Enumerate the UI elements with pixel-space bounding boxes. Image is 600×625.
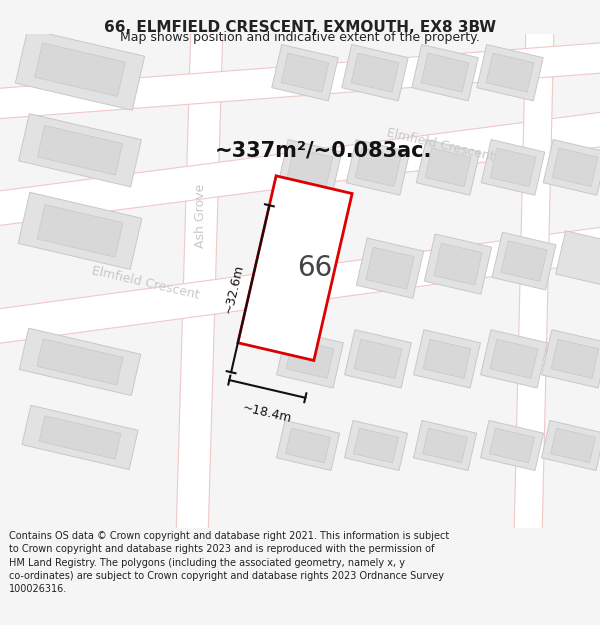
Polygon shape [490, 428, 535, 462]
Polygon shape [492, 232, 556, 290]
Polygon shape [481, 139, 545, 195]
Text: Elmfield Crescent: Elmfield Crescent [90, 264, 200, 302]
Polygon shape [425, 148, 471, 187]
Polygon shape [286, 428, 331, 462]
Polygon shape [353, 428, 398, 462]
Polygon shape [481, 329, 547, 388]
Text: ~18.4m: ~18.4m [241, 401, 293, 425]
Polygon shape [35, 43, 125, 96]
Polygon shape [481, 421, 544, 471]
Polygon shape [551, 339, 599, 378]
Polygon shape [356, 238, 424, 298]
Polygon shape [0, 110, 600, 228]
Polygon shape [344, 421, 407, 471]
Text: Ash Grove: Ash Grove [193, 184, 206, 248]
Polygon shape [541, 421, 600, 471]
Polygon shape [22, 406, 138, 469]
Polygon shape [278, 139, 342, 195]
Polygon shape [552, 148, 598, 187]
Text: 66, ELMFIELD CRESCENT, EXMOUTH, EX8 3BW: 66, ELMFIELD CRESCENT, EXMOUTH, EX8 3BW [104, 20, 496, 35]
Polygon shape [277, 329, 343, 388]
Polygon shape [551, 428, 595, 462]
Polygon shape [19, 114, 142, 187]
Polygon shape [37, 339, 123, 385]
Text: Contains OS data © Crown copyright and database right 2021. This information is : Contains OS data © Crown copyright and d… [9, 531, 449, 594]
Polygon shape [37, 204, 123, 257]
Polygon shape [16, 29, 145, 110]
Polygon shape [342, 44, 408, 101]
Polygon shape [486, 53, 534, 92]
Polygon shape [412, 44, 478, 101]
Text: 66: 66 [298, 254, 332, 282]
Text: Elmfield Crescent: Elmfield Crescent [385, 126, 495, 164]
Polygon shape [37, 126, 122, 175]
Polygon shape [366, 248, 414, 289]
Polygon shape [355, 148, 401, 187]
Polygon shape [543, 139, 600, 195]
Polygon shape [413, 421, 476, 471]
Polygon shape [39, 416, 121, 459]
Polygon shape [490, 339, 538, 378]
Polygon shape [501, 241, 547, 281]
Polygon shape [423, 339, 471, 378]
Polygon shape [514, 24, 554, 539]
Polygon shape [434, 243, 482, 285]
Polygon shape [421, 53, 469, 92]
Polygon shape [542, 329, 600, 388]
Polygon shape [281, 53, 329, 92]
Text: ~337m²/~0.083ac.: ~337m²/~0.083ac. [215, 140, 433, 160]
Polygon shape [477, 44, 543, 101]
Polygon shape [176, 24, 223, 539]
Polygon shape [277, 421, 340, 471]
Polygon shape [422, 428, 467, 462]
Polygon shape [346, 139, 410, 195]
Polygon shape [556, 231, 600, 286]
Polygon shape [490, 148, 536, 187]
Polygon shape [354, 339, 402, 378]
Polygon shape [286, 339, 334, 378]
Polygon shape [272, 44, 338, 101]
Polygon shape [287, 148, 333, 187]
Polygon shape [19, 328, 141, 396]
Text: Map shows position and indicative extent of the property.: Map shows position and indicative extent… [120, 31, 480, 44]
Polygon shape [238, 176, 352, 361]
Text: ~32.6m: ~32.6m [222, 263, 246, 315]
Polygon shape [18, 192, 142, 269]
Polygon shape [413, 329, 481, 388]
Polygon shape [424, 234, 491, 294]
Polygon shape [351, 53, 399, 92]
Polygon shape [0, 225, 600, 346]
Polygon shape [416, 139, 480, 195]
Polygon shape [344, 329, 412, 388]
Polygon shape [0, 41, 600, 120]
